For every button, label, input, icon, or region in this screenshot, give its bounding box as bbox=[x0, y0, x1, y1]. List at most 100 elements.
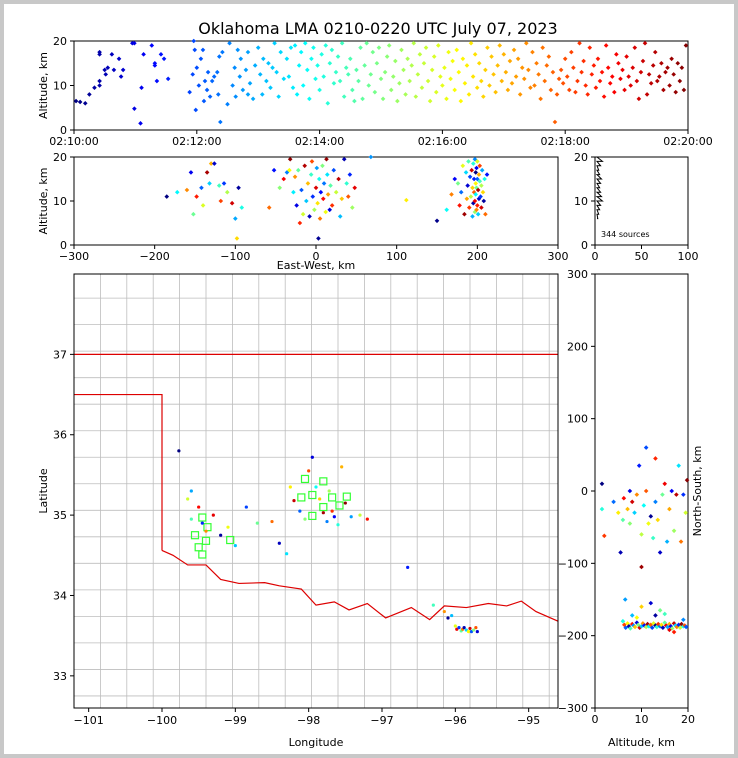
data-point bbox=[569, 49, 574, 55]
data-point bbox=[335, 54, 341, 59]
x-tick-label: 10 bbox=[635, 713, 649, 726]
data-point bbox=[208, 161, 214, 166]
data-point bbox=[667, 627, 672, 633]
data-point bbox=[161, 56, 167, 62]
data-point bbox=[458, 189, 464, 195]
data-point bbox=[214, 69, 220, 75]
data-point bbox=[380, 96, 386, 102]
data-point bbox=[271, 167, 277, 173]
data-point bbox=[491, 72, 496, 77]
data-point bbox=[462, 80, 468, 86]
data-point bbox=[458, 98, 464, 104]
data-point bbox=[417, 52, 423, 57]
data-point bbox=[624, 54, 629, 59]
data-point bbox=[475, 630, 479, 634]
data-point bbox=[632, 510, 637, 515]
data-point bbox=[683, 624, 689, 630]
data-point bbox=[300, 211, 306, 217]
data-point bbox=[671, 72, 676, 77]
data-point bbox=[602, 533, 607, 539]
data-point bbox=[323, 209, 328, 215]
x-axis-label: East-West, km bbox=[277, 259, 355, 272]
data-point bbox=[636, 96, 642, 102]
data-point bbox=[266, 60, 271, 66]
data-point bbox=[476, 172, 482, 177]
data-point bbox=[350, 205, 355, 210]
data-point bbox=[440, 83, 445, 88]
data-point bbox=[665, 624, 670, 630]
data-point bbox=[337, 78, 343, 84]
data-point bbox=[487, 83, 492, 88]
data-point bbox=[674, 492, 679, 497]
data-point bbox=[466, 205, 472, 210]
data-point bbox=[204, 87, 210, 93]
data-point bbox=[233, 544, 237, 548]
data-point bbox=[234, 236, 240, 241]
data-point bbox=[662, 481, 668, 487]
data-point bbox=[429, 67, 435, 73]
altitude-time-panel: 02:10:00 02:12:00 02:14:00 02:16:00 02:18:00… bbox=[37, 35, 713, 148]
data-point bbox=[237, 74, 243, 79]
data-point bbox=[314, 165, 320, 171]
data-point bbox=[376, 45, 382, 50]
data-point bbox=[348, 56, 353, 62]
data-point bbox=[532, 83, 537, 88]
data-point bbox=[347, 172, 353, 177]
data-point bbox=[448, 76, 453, 82]
data-point bbox=[667, 83, 672, 88]
data-point bbox=[247, 80, 253, 86]
data-point bbox=[646, 521, 651, 526]
data-point bbox=[378, 76, 384, 82]
data-point bbox=[637, 625, 642, 631]
y-tick-label: −100 bbox=[558, 557, 588, 570]
data-point bbox=[308, 172, 314, 177]
y-tick-label: 0 bbox=[581, 239, 588, 252]
axes-frame bbox=[594, 273, 689, 709]
y-axis-label: North-South, km bbox=[691, 446, 704, 537]
data-point bbox=[302, 163, 308, 169]
data-point bbox=[236, 185, 241, 191]
data-point bbox=[639, 564, 644, 570]
data-point bbox=[473, 170, 479, 175]
data-point bbox=[534, 60, 539, 66]
data-point bbox=[307, 469, 311, 473]
data-point bbox=[471, 200, 476, 206]
y-tick-label: 37 bbox=[53, 348, 67, 361]
data-point bbox=[643, 445, 649, 450]
data-point bbox=[507, 58, 513, 64]
data-point bbox=[97, 83, 102, 88]
data-point bbox=[579, 69, 584, 75]
data-point bbox=[218, 198, 224, 204]
data-point bbox=[475, 187, 481, 193]
data-point bbox=[620, 67, 625, 73]
data-point bbox=[200, 47, 206, 53]
data-point bbox=[227, 40, 232, 46]
data-point bbox=[623, 625, 628, 631]
data-point bbox=[198, 56, 204, 62]
data-point bbox=[436, 43, 441, 48]
data-point bbox=[462, 626, 466, 630]
data-point bbox=[475, 159, 480, 164]
data-point bbox=[325, 192, 331, 197]
data-point bbox=[635, 622, 641, 628]
data-point bbox=[318, 189, 324, 195]
data-point bbox=[511, 47, 517, 53]
data-point bbox=[481, 198, 487, 204]
data-point bbox=[470, 214, 475, 219]
data-point bbox=[415, 72, 421, 77]
data-point bbox=[226, 525, 230, 529]
data-point bbox=[404, 197, 409, 203]
data-point bbox=[365, 517, 369, 521]
data-point bbox=[632, 624, 638, 630]
data-point bbox=[431, 603, 435, 607]
data-point bbox=[618, 76, 623, 82]
data-point bbox=[235, 47, 241, 53]
data-point bbox=[328, 183, 333, 188]
data-point bbox=[468, 194, 474, 199]
y-tick-label: 100 bbox=[567, 413, 588, 426]
data-point bbox=[409, 63, 414, 68]
data-point bbox=[77, 99, 83, 105]
data-point bbox=[454, 47, 460, 53]
data-point bbox=[165, 76, 171, 82]
data-point bbox=[298, 49, 304, 55]
